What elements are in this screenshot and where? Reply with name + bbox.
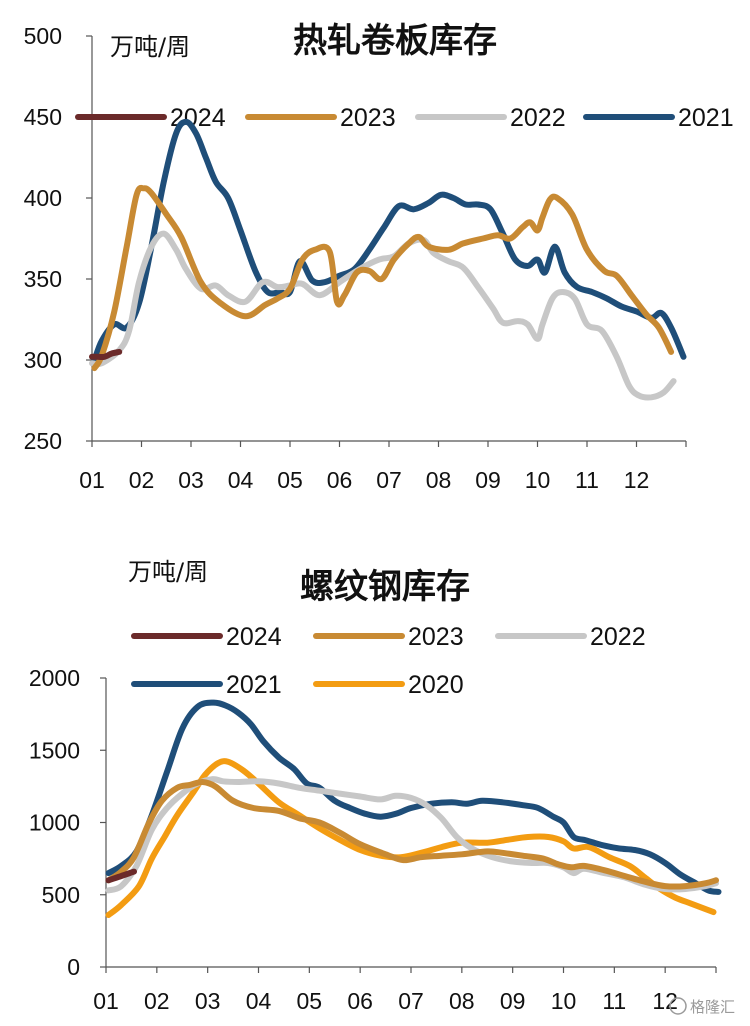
x-tick-label: 02 <box>144 988 170 1014</box>
legend-item-2024: 2024 <box>75 104 226 132</box>
series-line-2023 <box>105 778 719 890</box>
series-line-2024 <box>89 348 123 361</box>
x-tick-label: 06 <box>327 467 353 493</box>
series-line-2021 <box>105 699 722 895</box>
x-tick-label: 02 <box>129 467 155 493</box>
series-line-2022 <box>89 230 677 401</box>
x-tick-label: 08 <box>449 988 475 1014</box>
legend: 2024 2023 2022 2021 2020 <box>131 623 646 699</box>
legend-label: 2021 <box>678 104 734 132</box>
x-tick-label: 09 <box>500 988 526 1014</box>
axes: 0 500 1000 1500 2000 01 02 03 04 05 06 07 08 09 10 11 12 <box>29 665 717 1014</box>
legend-label: 2023 <box>340 104 396 132</box>
watermark-text: 格隆汇 <box>690 998 735 1016</box>
x-tick-label: 01 <box>93 988 119 1014</box>
x-tick-label: 03 <box>178 467 204 493</box>
legend-label: 2023 <box>408 623 464 651</box>
y-tick-label: 500 <box>42 882 80 908</box>
y-tick-label: 2000 <box>29 665 80 691</box>
watermark: 格隆汇 <box>669 997 735 1016</box>
x-tick-label: 11 <box>575 467 599 493</box>
x-tick-label: 12 <box>624 467 650 493</box>
x-tick-label: 09 <box>475 467 501 493</box>
series-layer <box>105 699 722 918</box>
y-tick-label: 500 <box>24 23 62 49</box>
x-tick-label: 07 <box>376 467 402 493</box>
unit-label: 万吨/周 <box>110 33 190 61</box>
legend: 2024 2023 2022 2021 <box>75 104 734 132</box>
legend-item-2024: 2024 <box>131 623 282 651</box>
legend-item-2023: 2023 <box>313 623 464 651</box>
legend-item-2020: 2020 <box>313 671 464 699</box>
x-tick-label: 01 <box>79 467 105 493</box>
x-tick-label: 08 <box>426 467 452 493</box>
legend-label: 2022 <box>510 104 566 132</box>
watermark-icon <box>669 997 687 1015</box>
y-tick-label: 450 <box>24 104 62 130</box>
x-tick-label: 06 <box>347 988 373 1014</box>
series-layer <box>89 118 687 401</box>
legend-item-2022: 2022 <box>495 623 646 651</box>
x-tick-label: 10 <box>551 988 577 1014</box>
x-tick-label: 04 <box>246 988 272 1014</box>
legend-item-2021: 2021 <box>131 671 282 699</box>
y-tick-label: 350 <box>24 266 62 292</box>
legend-item-2023: 2023 <box>245 104 396 132</box>
series-line-2024 <box>105 868 137 884</box>
y-tick-label: 1000 <box>29 810 80 836</box>
y-tick-label: 250 <box>24 428 62 454</box>
legend-label: 2022 <box>590 623 646 651</box>
legend-item-2022: 2022 <box>415 104 566 132</box>
x-tick-label: 03 <box>195 988 221 1014</box>
series-line-2021 <box>91 118 687 363</box>
unit-label: 万吨/周 <box>128 558 208 586</box>
y-tick-label: 1500 <box>29 737 80 763</box>
x-tick-label: 07 <box>398 988 424 1014</box>
legend-label: 2020 <box>408 671 464 699</box>
x-tick-label: 10 <box>525 467 551 493</box>
chart-title: 螺纹钢库存 <box>300 567 470 607</box>
hot-rolled-coil-chart: 万吨/周 热轧卷板库存 250 300 350 400 450 500 01 02 03 04 05… <box>24 21 734 493</box>
x-tick-label: 05 <box>297 988 323 1014</box>
legend-label: 2024 <box>226 623 282 651</box>
y-tick-label: 0 <box>67 954 80 980</box>
axes: 250 300 350 400 450 500 01 02 03 04 05 06 07 08 09 10 11… <box>24 23 687 493</box>
y-tick-label: 300 <box>24 347 62 373</box>
chart-title: 热轧卷板库存 <box>293 21 497 61</box>
x-tick-label: 12 <box>652 988 678 1014</box>
legend-item-2021: 2021 <box>583 104 734 132</box>
y-tick-label: 400 <box>24 185 62 211</box>
x-tick-label: 05 <box>277 467 303 493</box>
x-tick-label: 04 <box>228 467 254 493</box>
x-tick-label: 11 <box>602 988 626 1014</box>
series-line-2023 <box>91 184 675 372</box>
legend-label: 2021 <box>226 671 282 699</box>
